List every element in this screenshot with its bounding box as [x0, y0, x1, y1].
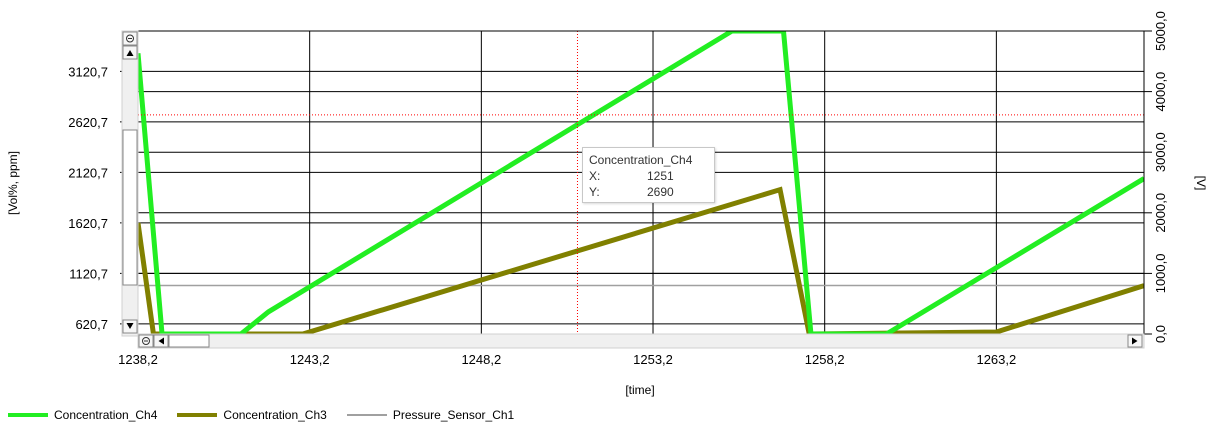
legend-swatch-ch3	[177, 413, 218, 417]
x-axis-label: [time]	[625, 383, 654, 397]
y-tick-label: 1620,7	[68, 216, 108, 231]
legend-label-ch4: Concentration_Ch4	[54, 408, 158, 422]
y-tick-label: 3120,7	[68, 64, 108, 79]
x-axis: 1238,2 1243,2 1248,2 1253,2 1258,2 1263,2	[118, 334, 1016, 367]
x-tick-label: 1253,2	[633, 352, 673, 367]
x-tick-label: 1248,2	[461, 352, 501, 367]
data-point-tooltip: Concentration_Ch4 X: 1251 Y: 2690	[582, 147, 715, 203]
legend-label-pressure: Pressure_Sensor_Ch1	[392, 408, 515, 422]
legend-swatch-ch4	[8, 413, 48, 417]
y2-tick-label: 3000,0	[1153, 132, 1168, 172]
series-line-concentration-ch3	[138, 186, 1144, 334]
legend-item-pressure-sensor-ch1[interactable]: Pressure_Sensor_Ch1	[346, 408, 515, 422]
tooltip-y-label: Y:	[589, 185, 600, 199]
legend-item-concentration-ch4[interactable]: Concentration_Ch4	[8, 408, 157, 422]
y-tick-label: 2620,7	[68, 115, 108, 130]
tooltip-series-name: Concentration_Ch4	[589, 153, 693, 167]
y2-tick-label: 2000,0	[1153, 193, 1168, 233]
tooltip-y-value: 2690	[647, 185, 674, 199]
y-tick-label: 2120,7	[68, 165, 108, 180]
x-tick-label: 1258,2	[805, 352, 845, 367]
scroll-thumb-vertical[interactable]	[122, 129, 138, 286]
horizontal-scrollbar[interactable]	[137, 333, 1145, 349]
legend-swatch-pressure	[346, 414, 387, 416]
x-tick-label: 1263,2	[976, 352, 1016, 367]
scroll-thumb-horizontal[interactable]	[168, 334, 210, 348]
y-tick-label: 620,7	[75, 317, 108, 332]
y2-axis-label: [V]	[1194, 176, 1208, 191]
legend-item-concentration-ch3[interactable]: Concentration_Ch3	[177, 408, 327, 422]
y-axis-right: 0,0 1000,0 2000,0 3000,0 4000,0 5000,0	[1144, 11, 1168, 343]
vertical-scrollbar[interactable]	[121, 30, 139, 337]
legend-label-ch3: Concentration_Ch3	[223, 408, 327, 422]
x-tick-label: 1238,2	[118, 352, 158, 367]
tooltip-x-value: 1251	[647, 169, 674, 183]
y-axis-label: [Vol%, ppm]	[6, 151, 20, 215]
y2-tick-label: 1000,0	[1153, 254, 1168, 294]
x-tick-label: 1243,2	[290, 352, 330, 367]
series-lines	[138, 31, 1144, 334]
tooltip-x-label: X:	[589, 169, 601, 183]
crosshair-cursor	[138, 31, 1144, 334]
legend: Concentration_Ch4 Concentration_Ch3 Pres…	[8, 408, 534, 422]
y2-tick-label: 0,0	[1153, 325, 1168, 343]
y-tick-label: 1120,7	[69, 266, 108, 281]
y2-tick-label: 4000,0	[1153, 72, 1168, 112]
y2-tick-label: 5000,0	[1153, 11, 1168, 51]
